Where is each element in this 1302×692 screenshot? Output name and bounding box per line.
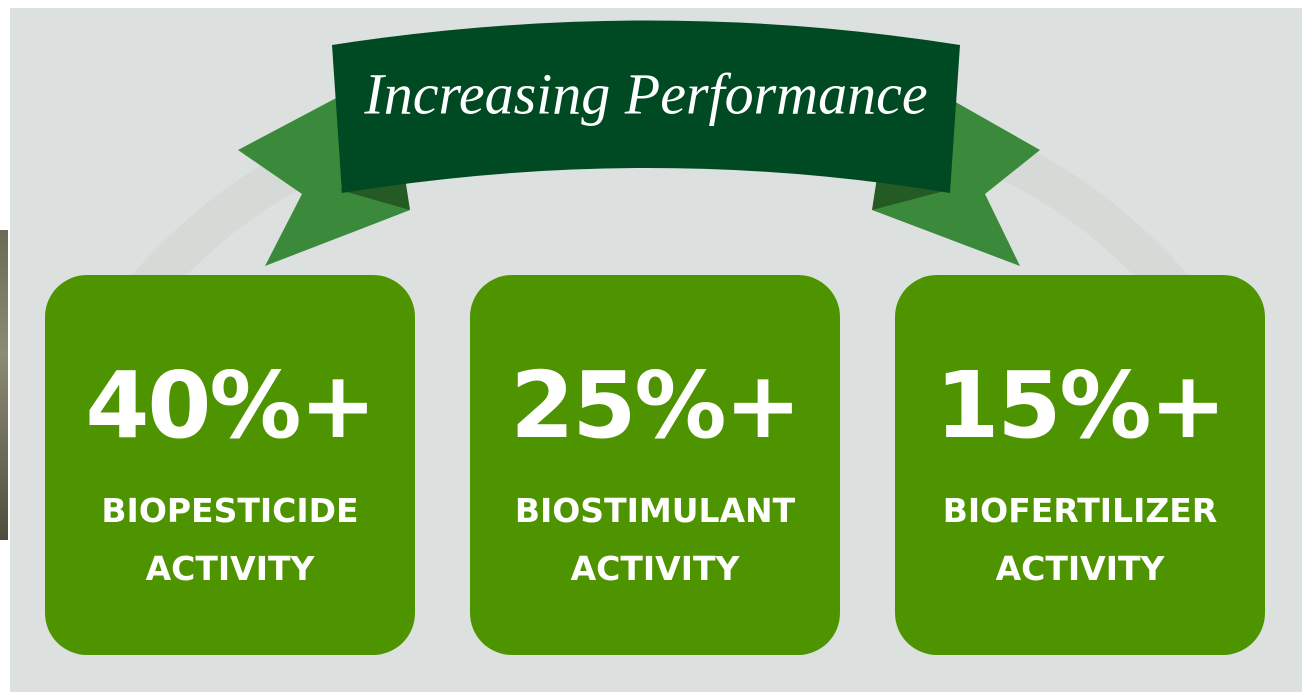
label-line: ACTIVITY (470, 540, 840, 598)
title: Increasing Performance (363, 61, 927, 126)
label-line: BIOSTIMULANT (470, 482, 840, 540)
label-line: ACTIVITY (45, 540, 415, 598)
photo-edge (0, 230, 8, 540)
page: {"header": {"title": "Increasing Perform… (0, 0, 1302, 692)
ribbon: Increasing Performance (10, 8, 1302, 288)
label-line: BIOPESTICIDE (45, 482, 415, 540)
stat-value: 15%+ (895, 360, 1265, 452)
stat-value: 25%+ (470, 360, 840, 452)
stat-value: 40%+ (45, 360, 415, 452)
label-line: ACTIVITY (895, 540, 1265, 598)
label-line: BIOFERTILIZER (895, 482, 1265, 540)
